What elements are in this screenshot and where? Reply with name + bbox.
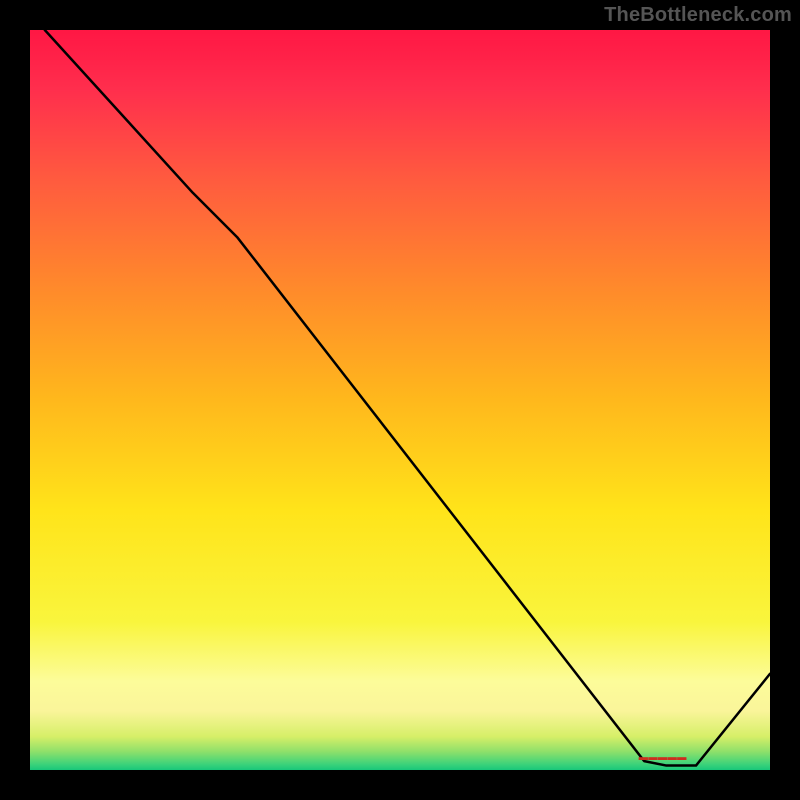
attribution-text: TheBottleneck.com <box>604 4 792 27</box>
trough-label: ▬▬▬▬▬ <box>639 752 687 762</box>
chart-plot-area: ▬▬▬▬▬ <box>30 30 770 770</box>
chart-curve <box>30 30 770 770</box>
